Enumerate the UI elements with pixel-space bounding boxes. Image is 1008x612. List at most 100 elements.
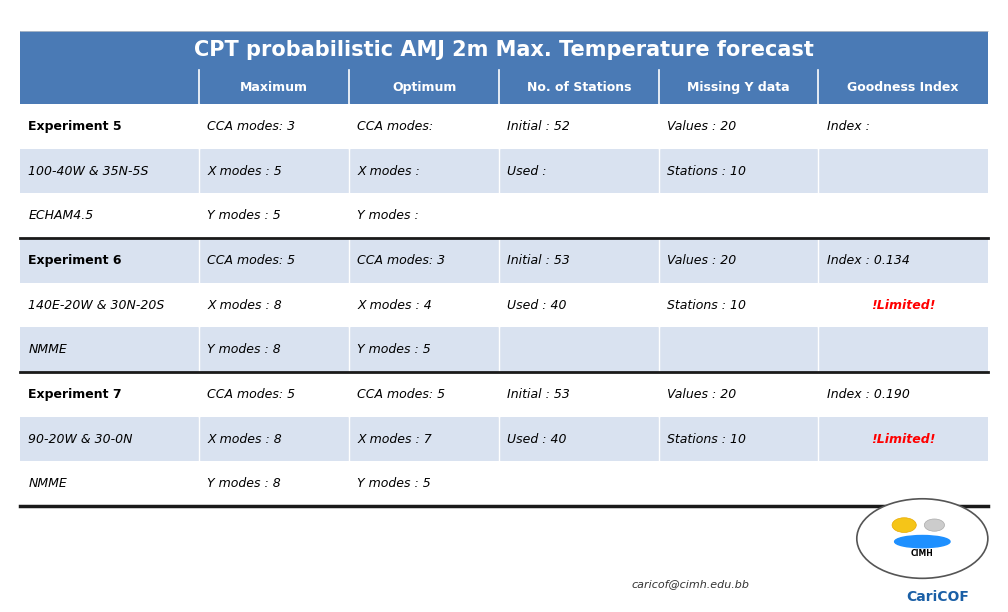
Bar xyxy=(349,283,499,327)
Text: Goodness Index: Goodness Index xyxy=(848,81,959,94)
Text: ECHAM4.5: ECHAM4.5 xyxy=(28,209,94,222)
Bar xyxy=(20,149,200,193)
Text: Experiment 7: Experiment 7 xyxy=(28,388,122,401)
Text: Initial : 53: Initial : 53 xyxy=(507,254,571,267)
Text: Stations : 10: Stations : 10 xyxy=(667,433,746,446)
Bar xyxy=(20,238,200,283)
Bar xyxy=(818,193,988,238)
Text: Y modes :: Y modes : xyxy=(357,209,419,222)
Bar xyxy=(200,193,349,238)
Bar xyxy=(659,70,818,104)
Bar xyxy=(818,238,988,283)
Text: Initial : 52: Initial : 52 xyxy=(507,120,571,133)
Bar xyxy=(659,104,818,149)
Bar xyxy=(818,327,988,372)
Text: Index :: Index : xyxy=(827,120,870,133)
Text: Missing Y data: Missing Y data xyxy=(687,81,790,94)
Text: X modes : 8: X modes : 8 xyxy=(208,433,282,446)
Text: Stations : 10: Stations : 10 xyxy=(667,165,746,177)
Bar xyxy=(20,70,200,104)
Bar xyxy=(349,193,499,238)
Text: CCA modes:: CCA modes: xyxy=(357,120,433,133)
Bar xyxy=(20,327,200,372)
Bar xyxy=(20,104,200,149)
Bar xyxy=(659,417,818,461)
Text: Y modes : 5: Y modes : 5 xyxy=(357,477,431,490)
Text: X modes : 4: X modes : 4 xyxy=(357,299,432,312)
Bar xyxy=(349,327,499,372)
Bar xyxy=(659,238,818,283)
Circle shape xyxy=(924,519,944,531)
Bar xyxy=(20,461,200,506)
Text: NMME: NMME xyxy=(28,477,67,490)
Text: Maximum: Maximum xyxy=(240,81,308,94)
Text: Y modes : 8: Y modes : 8 xyxy=(208,477,281,490)
Text: Used :: Used : xyxy=(507,165,546,177)
Bar xyxy=(349,149,499,193)
Text: !Limited!: !Limited! xyxy=(871,433,935,446)
Bar xyxy=(499,70,659,104)
Bar xyxy=(818,70,988,104)
Text: NMME: NMME xyxy=(28,343,67,356)
Text: Values : 20: Values : 20 xyxy=(667,254,736,267)
Bar xyxy=(499,372,659,417)
Bar xyxy=(659,327,818,372)
Text: Used : 40: Used : 40 xyxy=(507,433,566,446)
Text: Stations : 10: Stations : 10 xyxy=(667,299,746,312)
Text: CIMH: CIMH xyxy=(911,550,933,558)
Text: CCA modes: 5: CCA modes: 5 xyxy=(208,254,295,267)
Text: Initial : 53: Initial : 53 xyxy=(507,388,571,401)
Bar xyxy=(818,104,988,149)
Bar xyxy=(200,283,349,327)
Text: CCA modes: 5: CCA modes: 5 xyxy=(357,388,446,401)
Bar xyxy=(349,372,499,417)
Bar xyxy=(818,372,988,417)
Text: Values : 20: Values : 20 xyxy=(667,388,736,401)
Circle shape xyxy=(857,499,988,578)
Bar xyxy=(818,461,988,506)
Bar xyxy=(499,283,659,327)
Bar xyxy=(20,31,988,70)
Bar xyxy=(20,417,200,461)
Text: X modes : 5: X modes : 5 xyxy=(208,165,282,177)
Bar xyxy=(349,238,499,283)
Text: No. of Stations: No. of Stations xyxy=(527,81,631,94)
Text: caricof@cimh.edu.bb: caricof@cimh.edu.bb xyxy=(631,580,750,589)
Text: Optimum: Optimum xyxy=(392,81,457,94)
Bar xyxy=(349,104,499,149)
Bar xyxy=(499,327,659,372)
Text: X modes : 7: X modes : 7 xyxy=(357,433,432,446)
Text: Y modes : 5: Y modes : 5 xyxy=(357,343,431,356)
Text: Index : 0.190: Index : 0.190 xyxy=(827,388,909,401)
Bar xyxy=(659,372,818,417)
Text: Index : 0.134: Index : 0.134 xyxy=(827,254,909,267)
Bar xyxy=(349,70,499,104)
Bar xyxy=(818,283,988,327)
Bar xyxy=(200,149,349,193)
Text: CCA modes: 5: CCA modes: 5 xyxy=(208,388,295,401)
Text: Y modes : 8: Y modes : 8 xyxy=(208,343,281,356)
Bar xyxy=(20,283,200,327)
Bar xyxy=(200,70,349,104)
Text: Y modes : 5: Y modes : 5 xyxy=(208,209,281,222)
Bar xyxy=(659,149,818,193)
Text: Used : 40: Used : 40 xyxy=(507,299,566,312)
Text: 100-40W & 35N-5S: 100-40W & 35N-5S xyxy=(28,165,148,177)
Bar xyxy=(499,149,659,193)
Bar xyxy=(659,193,818,238)
Text: X modes : 8: X modes : 8 xyxy=(208,299,282,312)
Bar xyxy=(200,104,349,149)
Bar xyxy=(20,372,200,417)
Bar xyxy=(659,461,818,506)
Bar xyxy=(499,193,659,238)
Bar xyxy=(659,283,818,327)
Text: 140E-20W & 30N-20S: 140E-20W & 30N-20S xyxy=(28,299,164,312)
Text: CPT probabilistic AMJ 2m Max. Temperature forecast: CPT probabilistic AMJ 2m Max. Temperatur… xyxy=(195,40,813,61)
Text: CCA modes: 3: CCA modes: 3 xyxy=(357,254,446,267)
Bar xyxy=(200,238,349,283)
Bar xyxy=(200,327,349,372)
Ellipse shape xyxy=(895,536,950,548)
Bar xyxy=(200,372,349,417)
Text: 90-20W & 30-0N: 90-20W & 30-0N xyxy=(28,433,133,446)
Text: Experiment 5: Experiment 5 xyxy=(28,120,122,133)
